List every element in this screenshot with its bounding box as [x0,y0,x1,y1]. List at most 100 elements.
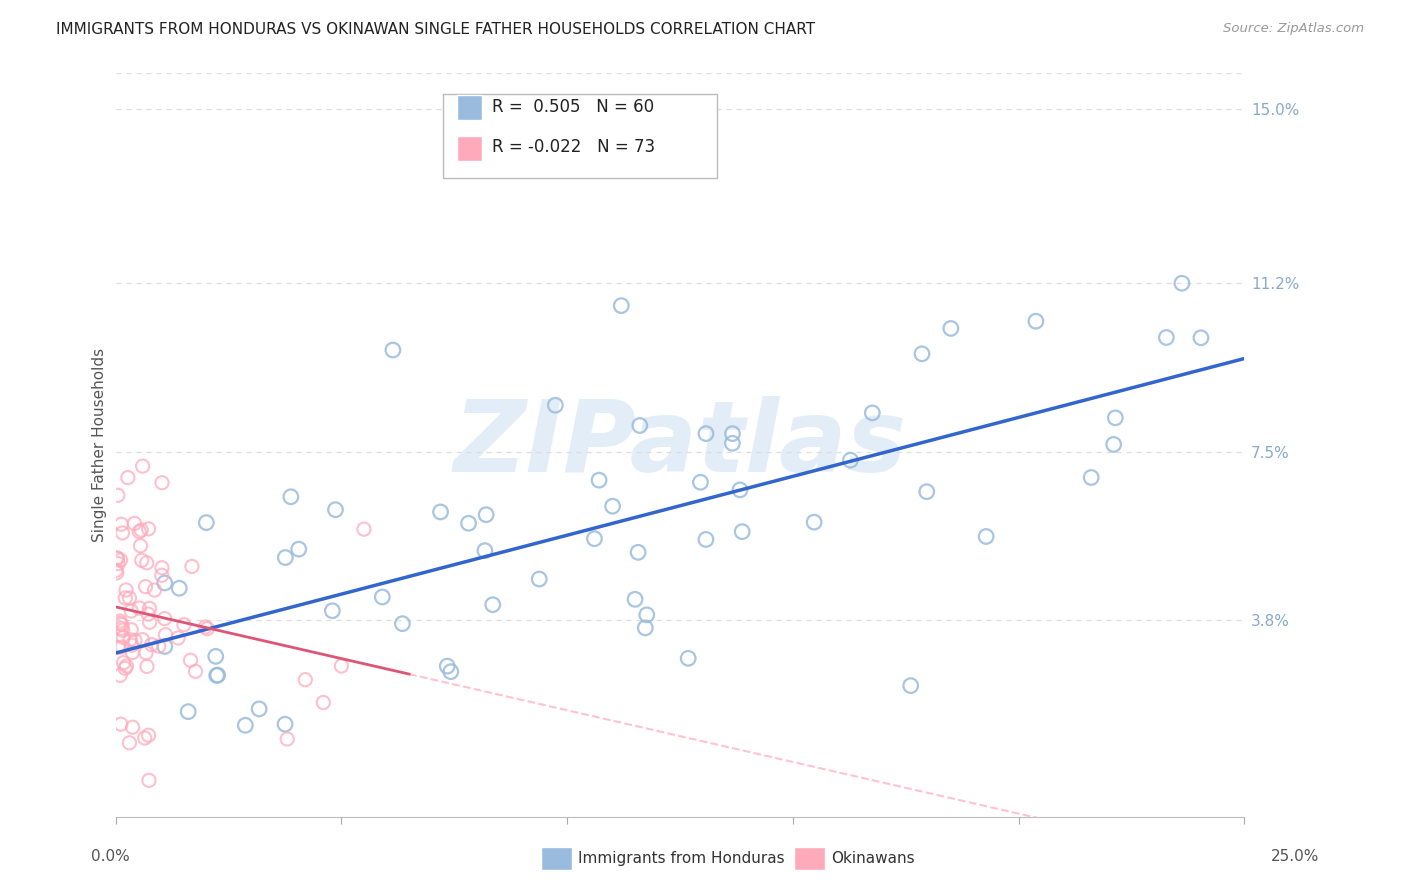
Point [129,523,152,537]
Point [602,499,624,513]
Point [274,717,297,731]
Text: 0.0%: 0.0% [91,849,131,863]
Point [624,592,647,607]
Point [1104,410,1126,425]
Point [114,591,136,605]
Point [111,624,134,638]
Point [138,522,160,536]
Point [689,475,711,490]
Point [381,343,404,357]
Point [135,556,157,570]
Point [939,321,962,335]
Text: R = -0.022   N = 73: R = -0.022 N = 73 [492,138,655,156]
Point [1156,330,1178,344]
Point [138,773,160,788]
Point [121,720,143,734]
Point [371,590,394,604]
Text: Immigrants from Honduras: Immigrants from Honduras [578,851,785,865]
Point [457,516,479,531]
Point [274,550,297,565]
Point [148,639,170,653]
Point [321,604,343,618]
Point [233,718,256,732]
Point [627,545,650,559]
Point [131,553,153,567]
Point [184,665,207,679]
Point [138,615,160,630]
Point [207,668,229,682]
Text: R =  0.505   N = 60: R = 0.505 N = 60 [492,98,654,116]
Point [911,347,934,361]
Point [111,640,134,654]
Point [634,621,657,635]
Point [280,490,302,504]
Point [803,515,825,529]
Point [112,631,135,645]
Point [436,659,458,673]
Point [287,542,309,557]
Point [544,398,567,412]
Point [115,582,138,597]
Point [721,436,744,450]
Point [131,632,153,647]
Point [610,299,633,313]
Point [583,532,606,546]
Point [107,557,129,571]
Point [107,488,129,502]
Point [194,620,217,634]
Text: 25.0%: 25.0% [1271,849,1319,863]
Point [325,502,347,516]
Point [839,453,862,467]
Y-axis label: Single Father Households: Single Father Households [93,348,107,541]
Point [529,572,551,586]
Point [153,612,176,626]
Text: IMMIGRANTS FROM HONDURAS VS OKINAWAN SINGLE FATHER HOUSEHOLDS CORRELATION CHART: IMMIGRANTS FROM HONDURAS VS OKINAWAN SIN… [56,22,815,37]
Point [138,601,160,615]
Point [440,665,463,679]
Point [110,717,132,731]
Point [131,459,153,474]
Point [150,475,173,490]
Point [114,661,136,675]
Point [1189,331,1212,345]
Point [728,483,751,497]
Point [247,702,270,716]
Point [915,484,938,499]
Point [177,705,200,719]
Point [900,679,922,693]
Point [721,426,744,441]
Point [676,651,699,665]
Point [173,617,195,632]
Point [112,656,135,670]
Point [429,505,451,519]
Point [628,418,651,433]
Point [150,568,173,582]
Point [731,524,754,539]
Point [111,525,134,540]
Point [167,631,190,645]
Point [475,508,498,522]
Point [128,524,150,539]
Point [135,580,157,594]
Point [481,598,503,612]
Point [105,550,128,565]
Point [110,616,132,631]
Text: Okinawans: Okinawans [831,851,914,865]
Point [695,533,717,547]
Point [636,607,658,622]
Point [1171,277,1194,291]
Point [124,516,146,531]
Point [105,566,128,580]
Point [121,646,143,660]
Point [179,653,201,667]
Point [588,473,610,487]
Point [120,604,142,618]
Point [167,581,190,595]
Point [150,560,173,574]
Point [180,559,202,574]
Point [128,601,150,615]
Point [1025,314,1047,328]
Point [294,673,316,687]
Point [143,582,166,597]
Point [105,563,128,577]
